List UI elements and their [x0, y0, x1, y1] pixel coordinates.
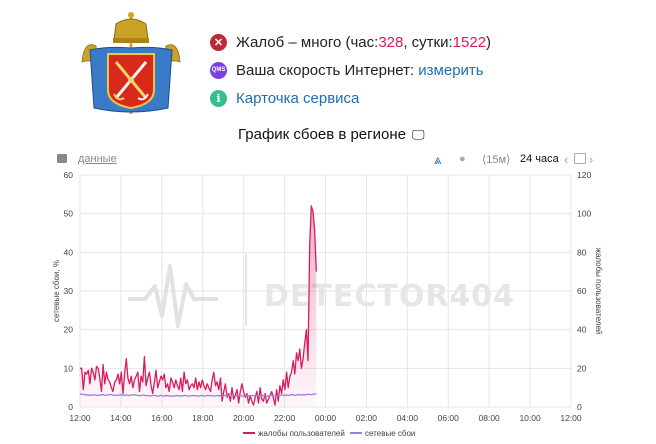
speed-test-link[interactable]: измерить [418, 61, 484, 79]
y-right-tick: 80 [577, 247, 587, 257]
complaints-day-value: 1522 [452, 33, 487, 51]
data-link[interactable]: данные [78, 153, 117, 165]
status-mid: , сутки: [403, 33, 453, 51]
status-panel: ✕ Жалоб – много (час: 328, сутки: 1522) … [210, 28, 491, 112]
legend-complaints-label: жалобы пользователей [258, 429, 345, 438]
y-right-tick: 0 [577, 402, 582, 412]
y-right-tick: 40 [577, 325, 587, 335]
chart-legend: жалобы пользователей сетевые сбои [243, 429, 415, 438]
speed-test-row: QMS Ваша скорость Интернет: измерить [210, 56, 491, 84]
chart-toolbar: данные ⩓ ● ⟨15м⟩ 24 часа ‹ › [0, 152, 656, 170]
outage-chart: DETECTOR404 0 0 10 20 20 40 30 60 40 80 50 100 60 120… [52, 170, 603, 438]
chart-title: График сбоев в регионе 🖵 [238, 126, 425, 143]
y-left-axis-label: сетевые сбои, % [52, 260, 61, 322]
y-left-tick: 50 [64, 209, 74, 219]
y-left-tick: 20 [64, 325, 74, 335]
x-tick: 04:00 [397, 413, 419, 423]
coat-of-arms-logo [81, 12, 181, 114]
speed-test-label: Ваша скорость Интернет: [236, 61, 415, 79]
x-tick: 02:00 [356, 413, 378, 423]
service-card-row: i Карточка сервиса [210, 84, 491, 112]
y-right-axis-label: жалобы пользователей [594, 248, 603, 335]
y-right-tick: 60 [577, 286, 587, 296]
monitor-icon[interactable]: 🖵 [411, 126, 425, 142]
chart-title-text: График сбоев в регионе [238, 126, 406, 143]
detector-watermark: DETECTOR404 [128, 254, 515, 328]
outages-series-line [79, 393, 317, 397]
x-tick: 12:00 [560, 413, 582, 423]
complaints-status: ✕ Жалоб – много (час: 328, сутки: 1522) [210, 28, 491, 56]
y-left-tick: 30 [64, 286, 74, 296]
x-tick: 16:00 [151, 413, 173, 423]
complaints-area [80, 205, 317, 407]
info-icon: i [210, 89, 227, 107]
x-tick: 20:00 [233, 413, 255, 423]
service-card-link[interactable]: Карточка сервиса [236, 89, 360, 107]
x-tick: 08:00 [479, 413, 501, 423]
watermark-text: DETECTOR404 [264, 279, 515, 314]
prev-period-button[interactable]: ‹ [564, 152, 569, 167]
complaints-hour-value: 328 [378, 33, 404, 51]
y-left-tick: 60 [64, 170, 74, 180]
qms-icon: QMS [210, 61, 227, 79]
user-icon[interactable]: ● [459, 153, 466, 165]
legend-outages-label: сетевые сбои [365, 429, 415, 438]
y-right-tick: 120 [577, 170, 591, 180]
x-tick: 00:00 [315, 413, 337, 423]
y-right-tick: 20 [577, 363, 587, 373]
alert-x-icon: ✕ [210, 33, 227, 51]
calendar-icon[interactable] [574, 153, 586, 164]
y-left-tick: 40 [64, 247, 74, 257]
x-tick: 12:00 [69, 413, 91, 423]
x-tick: 22:00 [274, 413, 296, 423]
x-tick: 14:00 [110, 413, 132, 423]
status-suffix: ) [486, 33, 492, 51]
y-left-tick: 10 [64, 363, 74, 373]
chart-type-icon[interactable]: ⩓ [434, 152, 442, 167]
status-prefix: Жалоб – много (час: [236, 33, 379, 51]
interval-15m-button[interactable]: ⟨15м⟩ [482, 154, 511, 166]
y-left-tick: 0 [68, 402, 73, 412]
complaints-series-line [80, 205, 317, 406]
camera-icon[interactable] [57, 154, 67, 163]
x-tick: 10:00 [519, 413, 541, 423]
range-24h-button[interactable]: 24 часа [520, 153, 559, 165]
x-tick: 18:00 [192, 413, 214, 423]
next-period-button[interactable]: › [589, 152, 594, 167]
x-tick: 06:00 [438, 413, 460, 423]
y-right-tick: 100 [577, 209, 591, 219]
